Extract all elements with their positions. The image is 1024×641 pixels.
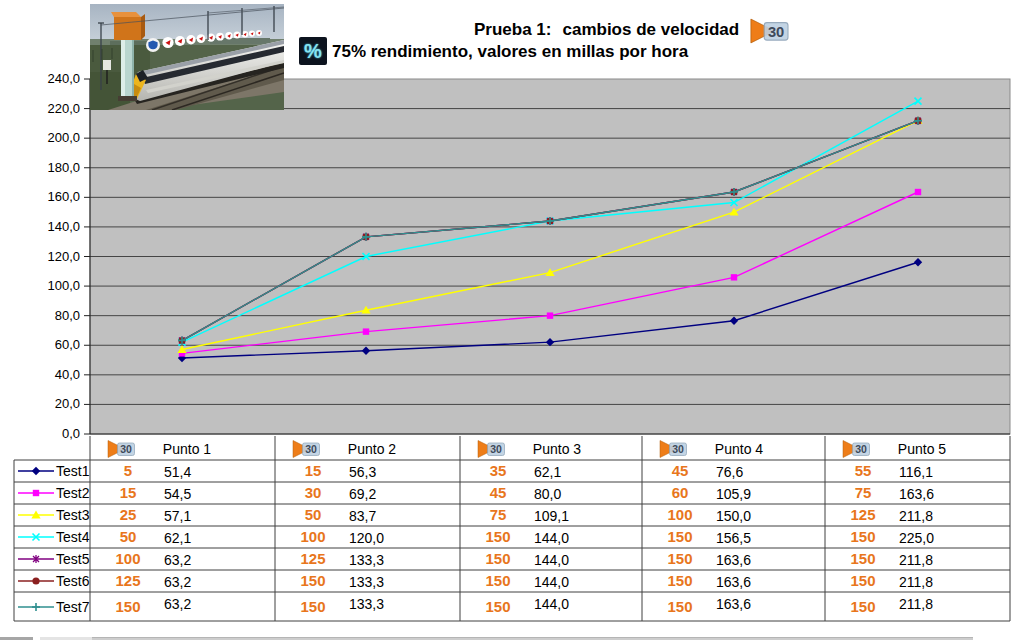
train-photo <box>90 4 284 110</box>
scrollbar-thumb[interactable] <box>40 637 92 640</box>
scrollbar-left-segment[interactable] <box>0 637 33 640</box>
worksheet-chart: Prueba 1:cambios de velocidad % 75% rend… <box>0 0 1024 641</box>
scrollbar-track[interactable] <box>92 637 973 640</box>
